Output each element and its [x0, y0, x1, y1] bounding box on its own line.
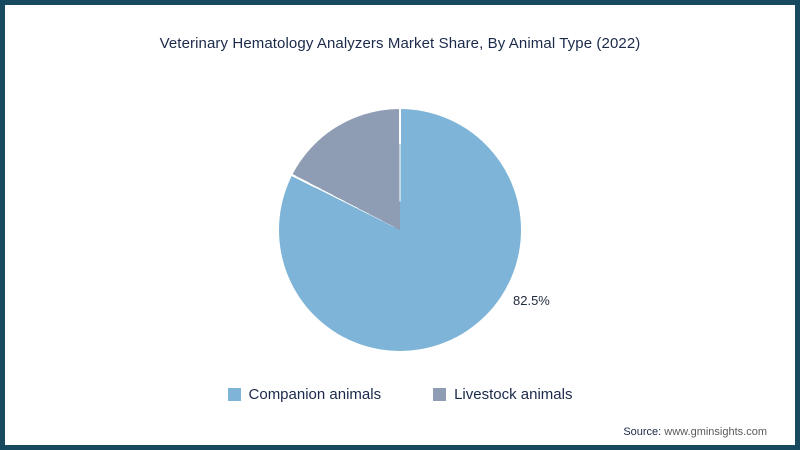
- legend-swatch-livestock-animals: [433, 388, 447, 401]
- legend-label-livestock-animals: Livestock animals: [454, 386, 573, 403]
- pie-chart: [279, 109, 521, 351]
- source-value: www.gminsights.com: [664, 426, 767, 438]
- source-label: Source:: [623, 426, 662, 438]
- legend-item-livestock-animals: Livestock animals: [433, 386, 572, 403]
- data-label-companion-animals: 82.5%: [513, 293, 550, 308]
- legend-item-companion-animals: Companion animals: [227, 386, 382, 403]
- chart-title: Veterinary Hematology Analyzers Market S…: [159, 35, 641, 52]
- source-attribution: Source: www.gminsights.com: [623, 426, 767, 438]
- legend-swatch-companion-animals: [227, 388, 241, 401]
- legend-label-companion-animals: Companion animals: [248, 386, 382, 403]
- legend: Companion animals Livestock animals: [5, 386, 795, 403]
